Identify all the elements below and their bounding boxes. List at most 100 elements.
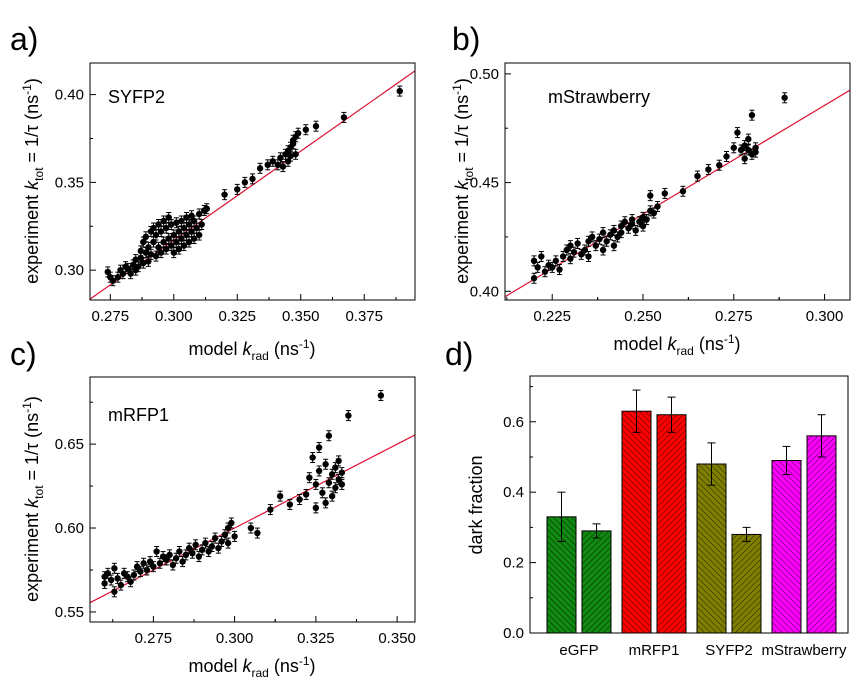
panel-d-bar-hatch bbox=[696, 463, 727, 634]
panel-c-marker bbox=[247, 524, 255, 532]
panel-c-marker bbox=[124, 573, 131, 580]
panel-c-point bbox=[254, 527, 261, 539]
panel-d-category-label: mRFP1 bbox=[629, 642, 680, 659]
panel-a-marker bbox=[124, 265, 132, 272]
panel-a-marker bbox=[188, 212, 195, 219]
panel-c-label: c) bbox=[10, 336, 37, 372]
panel-c-ytick-label: 0.60 bbox=[55, 520, 84, 537]
panel-a-marker bbox=[157, 249, 165, 256]
panel-c-point bbox=[345, 410, 352, 422]
panel-c-point bbox=[338, 478, 346, 490]
panel-c-point bbox=[163, 554, 170, 566]
panel-c-point bbox=[111, 562, 118, 574]
panel-b-point bbox=[599, 244, 607, 256]
panel-c-marker bbox=[189, 549, 196, 557]
panel-c-point bbox=[111, 586, 118, 598]
panel-d-bar-egfp bbox=[581, 523, 612, 634]
panel-b-marker bbox=[592, 242, 599, 249]
panel-c-xtick-label: 0.300 bbox=[216, 630, 254, 647]
panel-a-point bbox=[269, 155, 277, 167]
panel-a-label: a) bbox=[10, 21, 38, 57]
panel-a-point bbox=[190, 233, 198, 245]
panel-b-marker bbox=[614, 233, 621, 241]
panel-c-point bbox=[153, 546, 160, 558]
panel-c-point bbox=[276, 490, 284, 502]
panel-a-point bbox=[145, 241, 152, 253]
panel-c-point bbox=[332, 462, 339, 474]
panel-d-ytick-label: 0.0 bbox=[503, 625, 524, 642]
panel-b-marker bbox=[734, 129, 741, 136]
panel-b-point bbox=[723, 150, 730, 162]
panel-a-point bbox=[195, 229, 203, 241]
panel-c-marker bbox=[111, 588, 118, 595]
panel-c-marker bbox=[332, 484, 339, 491]
panel-b-marker bbox=[610, 227, 618, 234]
panel-b-marker bbox=[599, 229, 607, 236]
panel-a-marker bbox=[185, 238, 193, 246]
panel-c-point bbox=[211, 532, 219, 544]
panel-a-marker bbox=[140, 238, 147, 246]
panel-a-point bbox=[185, 219, 193, 231]
panel-a-xtick-label: 0.350 bbox=[282, 308, 320, 325]
panel-c-point bbox=[309, 452, 316, 464]
panel-b-marker bbox=[650, 209, 658, 217]
panel-c-marker bbox=[117, 581, 125, 589]
panel-c-marker bbox=[198, 546, 206, 554]
panel-b-xtick-label: 0.250 bbox=[624, 308, 662, 325]
panel-c-point bbox=[296, 494, 303, 505]
panel-a-marker bbox=[155, 244, 162, 251]
panel-b-marker bbox=[574, 240, 581, 247]
panel-c-point bbox=[117, 579, 125, 591]
panel-c-ytick-label: 0.65 bbox=[55, 436, 84, 453]
panel-c-point bbox=[312, 502, 320, 514]
panel-c-xtick-label: 0.325 bbox=[297, 630, 335, 647]
panel-a-marker bbox=[180, 242, 188, 249]
panel-c-point bbox=[319, 487, 326, 499]
panel-b-point bbox=[541, 266, 549, 278]
panel-c-marker bbox=[179, 558, 186, 565]
panel-b-marker bbox=[661, 190, 668, 197]
panel-a-xtick-label: 0.300 bbox=[155, 308, 193, 325]
panel-d-bar-mstrawberry bbox=[771, 445, 802, 634]
panel-a-marker bbox=[137, 247, 144, 255]
panel-b-point bbox=[530, 255, 538, 267]
panel-b-point bbox=[734, 127, 741, 139]
panel-b-point bbox=[596, 233, 603, 245]
panel-d-ytick-label: 0.4 bbox=[503, 484, 524, 501]
panel-a-point bbox=[152, 250, 160, 262]
panel-a-point bbox=[170, 247, 177, 259]
panel-a-marker bbox=[142, 233, 150, 240]
panel-b-marker bbox=[530, 275, 538, 282]
panel-a-xtick-label: 0.325 bbox=[218, 308, 256, 325]
panel-d-bar-syfp2 bbox=[731, 526, 762, 634]
panel-b-point bbox=[752, 142, 759, 154]
panel-c-point bbox=[224, 537, 232, 549]
panel-d-bar-egfp bbox=[546, 491, 577, 634]
panel-b-annotation: mStrawberry bbox=[548, 87, 650, 107]
panel-b-marker bbox=[632, 227, 639, 234]
panel-a-xtick-label: 0.375 bbox=[345, 308, 383, 325]
panel-a-xlabel: model krad (ns-1) bbox=[188, 337, 315, 363]
panel-c-marker bbox=[185, 544, 193, 552]
panel-b-point bbox=[632, 224, 639, 236]
panel-c-marker bbox=[325, 432, 333, 439]
panel-d-bar-syfp2 bbox=[696, 442, 727, 634]
panel-d-ytick-label: 0.2 bbox=[503, 555, 524, 572]
panel-c-marker bbox=[107, 576, 115, 584]
panel-c-marker bbox=[325, 479, 333, 486]
panel-a-point bbox=[295, 127, 302, 139]
panel-a-point bbox=[152, 229, 160, 241]
panel-a-marker bbox=[234, 186, 241, 193]
panel-c-marker bbox=[315, 444, 323, 451]
panel-a-point bbox=[198, 219, 205, 231]
panel-d-ylabel: dark fraction bbox=[466, 455, 486, 554]
panel-b-yticks: 0.40 0.45 0.50 bbox=[470, 66, 511, 300]
panel-c-point bbox=[166, 549, 173, 561]
panel-a-marker bbox=[104, 268, 111, 276]
panel-c-point bbox=[302, 488, 310, 500]
panel-b-point bbox=[599, 227, 607, 239]
panel-c-marker bbox=[208, 543, 216, 550]
panel-a-marker bbox=[295, 130, 302, 137]
panel-b-point bbox=[585, 251, 592, 263]
panel-b-marker bbox=[748, 111, 756, 119]
